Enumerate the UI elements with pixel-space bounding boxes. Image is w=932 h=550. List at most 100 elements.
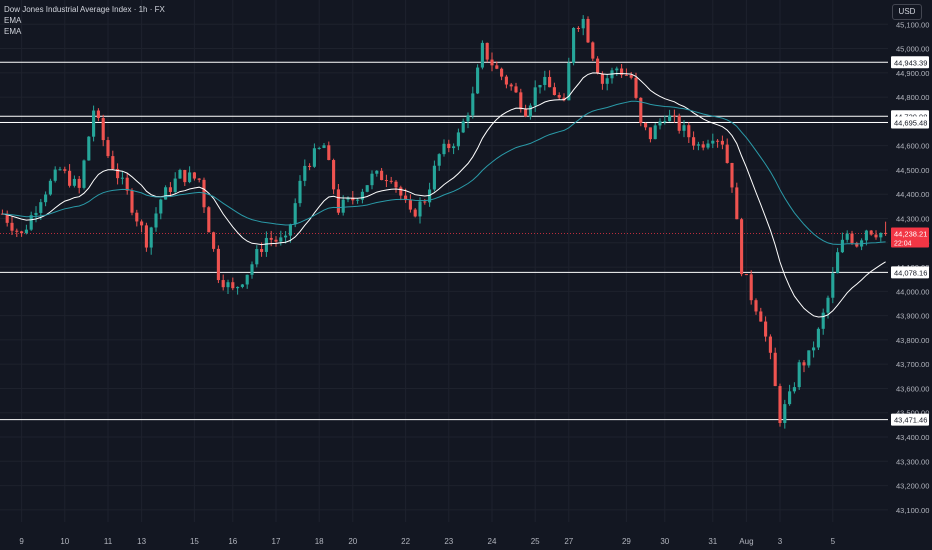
y-tick-label: 45,100.00 xyxy=(896,20,929,29)
candle-body xyxy=(351,197,355,201)
candle-body xyxy=(245,274,249,285)
candle-body xyxy=(380,170,384,181)
candle-body xyxy=(370,173,374,186)
ema-slow-label[interactable]: EMA xyxy=(4,27,22,36)
candle-body xyxy=(855,243,859,247)
x-tick-label: 5 xyxy=(831,537,836,546)
candle-body xyxy=(591,42,595,59)
y-tick-label: 43,200.00 xyxy=(896,482,929,491)
y-tick-label: 43,300.00 xyxy=(896,457,929,466)
candle-body xyxy=(72,178,76,186)
candle-body xyxy=(274,239,278,242)
y-tick-label: 43,800.00 xyxy=(896,336,929,345)
candle-body xyxy=(706,143,710,148)
candle-body xyxy=(716,140,720,142)
level-tag-label: 44,078.16 xyxy=(894,268,927,277)
x-tick-label: 29 xyxy=(622,537,631,546)
candle-body xyxy=(375,170,379,174)
x-tick-label: 23 xyxy=(444,537,453,546)
horizontal-levels xyxy=(0,61,888,421)
candle-body xyxy=(480,42,484,68)
countdown-label: 22:04 xyxy=(894,241,912,248)
currency-button[interactable]: USD xyxy=(892,4,922,20)
candle-body xyxy=(384,180,388,182)
candle-body xyxy=(82,160,86,188)
candle-body xyxy=(869,230,873,235)
candle-body xyxy=(92,110,96,137)
candle-body xyxy=(528,105,532,117)
candle-body xyxy=(178,169,182,179)
candle-body xyxy=(399,187,403,196)
time-axis[interactable]: 9 10 11 13 15 16 17 18 20 22 23 24 25 27 29 30 31 Aug 3 5 xyxy=(19,537,835,546)
candle-body xyxy=(192,172,196,179)
candle-body xyxy=(533,87,537,106)
x-tick-label: 15 xyxy=(190,537,199,546)
candle-body xyxy=(778,386,782,423)
candle-body xyxy=(514,86,518,93)
candle-body xyxy=(543,76,547,85)
candle-body xyxy=(509,84,513,87)
level-tag-label: 44,943.39 xyxy=(894,58,927,67)
candle-body xyxy=(293,203,297,225)
candle-body xyxy=(648,127,652,140)
candle-body xyxy=(725,144,729,163)
candle-body xyxy=(68,170,72,186)
candle-body xyxy=(10,222,14,231)
candle-body xyxy=(101,118,105,141)
candle-body xyxy=(15,230,19,232)
candle-body xyxy=(653,125,657,140)
candle-body xyxy=(730,162,734,188)
x-tick-label: 31 xyxy=(708,537,717,546)
candle-body xyxy=(696,144,700,146)
candle-body xyxy=(120,177,124,179)
candle-body xyxy=(240,284,244,287)
candle-body xyxy=(188,172,192,183)
x-tick-label: 9 xyxy=(19,537,24,546)
candle-body xyxy=(140,221,144,226)
candle-body xyxy=(106,140,110,157)
candle-body xyxy=(447,143,451,149)
symbol-title[interactable]: Dow Jones Industrial Average Index · 1h … xyxy=(4,5,165,14)
candle-body xyxy=(29,215,33,230)
candle-body xyxy=(735,187,739,220)
candle-body xyxy=(768,336,772,353)
candle-body xyxy=(692,137,696,146)
candle-body xyxy=(212,232,216,249)
ema-fast-line xyxy=(2,72,886,318)
candle-body xyxy=(744,274,748,276)
candle-body xyxy=(231,282,235,289)
candle-body xyxy=(840,239,844,253)
candle-body xyxy=(672,115,676,117)
candle-body xyxy=(53,169,57,181)
y-tick-label: 43,900.00 xyxy=(896,312,929,321)
candle-body xyxy=(341,199,345,213)
y-tick-label: 45,000.00 xyxy=(896,45,929,54)
candle-body xyxy=(197,178,201,180)
candle-body xyxy=(87,136,91,161)
candle-body xyxy=(336,189,340,213)
candle-body xyxy=(298,180,302,204)
y-tick-label: 44,500.00 xyxy=(896,166,929,175)
candle-body xyxy=(202,179,206,208)
candle-body xyxy=(831,273,835,298)
x-tick-label: 22 xyxy=(401,537,410,546)
candle-body xyxy=(682,125,686,131)
candle-body xyxy=(183,169,187,183)
candle-body xyxy=(495,65,499,69)
y-tick-label: 44,300.00 xyxy=(896,215,929,224)
candle-body xyxy=(360,191,364,200)
candle-body xyxy=(576,27,580,29)
y-tick-label: 44,800.00 xyxy=(896,93,929,102)
candle-body xyxy=(658,121,662,126)
level-tag xyxy=(891,116,929,129)
candle-body xyxy=(255,249,259,265)
candle-body xyxy=(836,252,840,274)
candle-body xyxy=(783,404,787,423)
x-tick-label: 20 xyxy=(348,537,357,546)
candle-body xyxy=(557,95,561,98)
candle-body xyxy=(149,227,153,248)
candle-body xyxy=(456,132,460,147)
ema-fast-label[interactable]: EMA xyxy=(4,16,22,25)
candle-body xyxy=(221,280,225,288)
